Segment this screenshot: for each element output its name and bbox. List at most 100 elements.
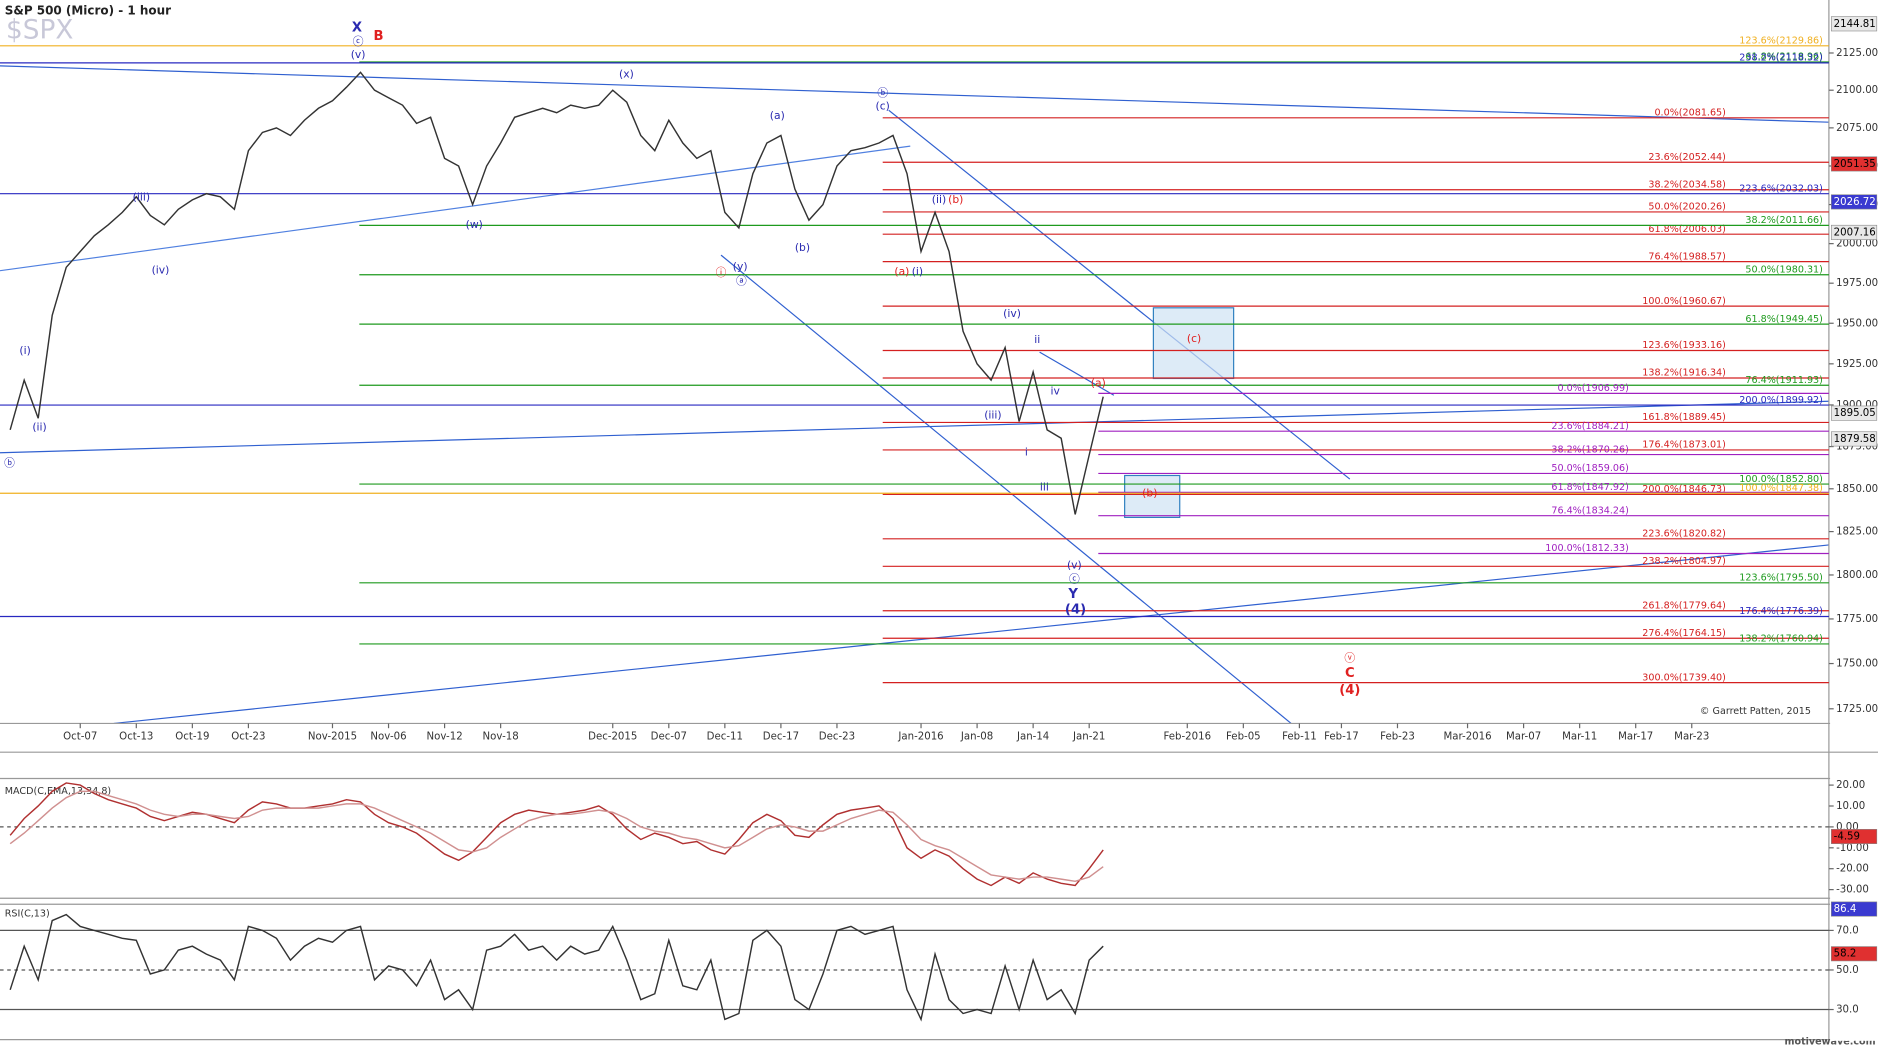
symbol-watermark: $SPX xyxy=(6,16,73,46)
wave-label: (b) xyxy=(948,193,963,206)
fib-label: 76.4%(1988.57) xyxy=(1648,251,1726,262)
wave-label: ⓥ xyxy=(1344,652,1355,665)
x-tick-label: Jan-21 xyxy=(1072,732,1105,743)
panel-title: RSI(C,13) xyxy=(5,908,50,919)
wave-label: ⓑ xyxy=(4,457,15,470)
wave-label: (v) xyxy=(1067,558,1082,571)
wave-label: ii xyxy=(1034,333,1040,346)
wave-label: (b) xyxy=(795,241,810,254)
x-tick-label: Feb-17 xyxy=(1324,732,1359,743)
wave-label: (c) xyxy=(1187,332,1201,345)
fib-label: 61.8%(1949.45) xyxy=(1745,314,1823,325)
fib-label: 161.8%(1889.45) xyxy=(1642,412,1726,423)
wave-label: (iii) xyxy=(133,191,150,204)
fib-label: 238.2%(2118.32) xyxy=(1739,53,1823,64)
trend-line xyxy=(888,109,1351,480)
fib-label: 123.6%(1933.16) xyxy=(1642,340,1726,351)
y-tick-label: 1750.00 xyxy=(1836,659,1878,670)
x-tick-label: Feb-05 xyxy=(1226,732,1261,743)
copyright: © Garrett Patten, 2015 xyxy=(1700,706,1811,717)
fib-label: 23.6%(2052.44) xyxy=(1648,152,1726,163)
wave-label: (iv) xyxy=(152,264,170,277)
wave-label: iv xyxy=(1050,385,1060,398)
fib-label: 176.4%(1873.01) xyxy=(1642,440,1726,451)
y-tick-label: 2100.00 xyxy=(1836,85,1878,96)
fib-label: 38.2%(1870.26) xyxy=(1551,444,1629,455)
series-line xyxy=(9,71,1104,515)
target-box xyxy=(1124,474,1181,519)
y-tick-label: 0.00 xyxy=(1836,822,1859,833)
price-tag-label: 2051.35 xyxy=(1834,159,1876,170)
wave-label: (b) xyxy=(1142,486,1157,499)
y-tick-label: 2000.00 xyxy=(1836,239,1878,250)
fib-label: 123.6%(2129.86) xyxy=(1739,36,1823,47)
trend-line xyxy=(0,65,1829,123)
fib-label: 200.0%(1899.92) xyxy=(1739,395,1823,406)
fib-label: 0.0%(1906.99) xyxy=(1557,383,1628,394)
price-tag xyxy=(1830,829,1878,844)
x-tick-label: Mar-11 xyxy=(1562,732,1597,743)
price-tag xyxy=(1830,405,1878,421)
wave-label: (w) xyxy=(466,218,483,231)
fib-label: 300.0%(1739.40) xyxy=(1642,672,1726,683)
fib-label: 123.6%(1795.50) xyxy=(1739,573,1823,584)
x-tick-label: Oct-07 xyxy=(63,732,97,743)
x-tick-label: Mar-17 xyxy=(1618,732,1653,743)
y-tick-label: -10.00 xyxy=(1836,843,1869,854)
wave-label: (a) xyxy=(770,109,785,122)
wave-label: ⓐ xyxy=(736,274,747,287)
fib-label: 223.6%(2032.03) xyxy=(1739,183,1823,194)
wave-label: (4) xyxy=(1339,683,1360,698)
y-tick-label: 30.0 xyxy=(1836,1005,1859,1016)
x-tick-label: Nov-18 xyxy=(483,732,519,743)
y-tick-label: 10.00 xyxy=(1836,801,1865,812)
price-tag xyxy=(1830,431,1878,447)
fib-label: 100.0%(1960.67) xyxy=(1642,296,1726,307)
price-tag-label: 2026.72 xyxy=(1834,197,1876,208)
wave-label: (iii) xyxy=(984,409,1001,422)
y-tick-label: 2075.00 xyxy=(1836,123,1878,134)
fib-label: 100.0%(1812.33) xyxy=(1545,543,1629,554)
fib-label: 176.4%(1776.39) xyxy=(1739,606,1823,617)
y-tick-label: 1825.00 xyxy=(1836,527,1878,538)
wave-label: (v) xyxy=(351,48,366,61)
x-tick-label: Oct-23 xyxy=(231,732,265,743)
y-tick-label: -30.00 xyxy=(1836,885,1869,896)
fib-label: 0.0%(2081.65) xyxy=(1654,108,1725,119)
series-line xyxy=(9,790,1104,883)
axis-bg xyxy=(1830,900,1878,1041)
wave-label: (4) xyxy=(1065,603,1086,618)
price-tag xyxy=(1830,946,1878,962)
x-tick-label: Jan-2016 xyxy=(897,732,943,743)
wave-label: (c) xyxy=(876,100,890,113)
wave-label: (a) xyxy=(894,265,909,278)
price-tag xyxy=(1830,156,1878,172)
y-tick-label: 1800.00 xyxy=(1836,570,1878,581)
x-tick-label: Dec-11 xyxy=(707,732,743,743)
fib-label: 276.4%(1764.15) xyxy=(1642,628,1726,639)
trend-line xyxy=(720,254,1292,724)
fib-label: 76.4%(1911.93) xyxy=(1745,375,1823,386)
fib-label: 61.8%(2118.96) xyxy=(1745,52,1823,63)
wave-label: (i) xyxy=(912,265,923,278)
price-tag-label: 1895.05 xyxy=(1834,408,1876,419)
y-tick-label: 20.00 xyxy=(1836,780,1865,791)
wave-label: X xyxy=(352,21,362,36)
wave-label: ⓘ xyxy=(716,266,727,279)
y-tick-label: -20.00 xyxy=(1836,864,1869,875)
y-tick-label: 70.0 xyxy=(1836,925,1859,936)
y-tick-label: 2125.00 xyxy=(1836,48,1878,59)
price-tag xyxy=(1830,16,1878,32)
wave-label: ⓑ xyxy=(877,86,888,99)
price-tag-label: 2144.81 xyxy=(1834,19,1876,30)
price-tag-label: 58.2 xyxy=(1834,949,1857,960)
y-tick-label: 1775.00 xyxy=(1836,614,1878,625)
y-tick-label: 1850.00 xyxy=(1836,484,1878,495)
wave-label: (x) xyxy=(619,67,634,80)
price-tag-label: 86.4 xyxy=(1834,904,1857,915)
x-tick-label: Jan-14 xyxy=(1016,732,1049,743)
panel-title: MACD(C,EMA,13,34,8) xyxy=(5,786,111,797)
price-tag xyxy=(1830,224,1878,240)
trend-line xyxy=(0,145,911,272)
